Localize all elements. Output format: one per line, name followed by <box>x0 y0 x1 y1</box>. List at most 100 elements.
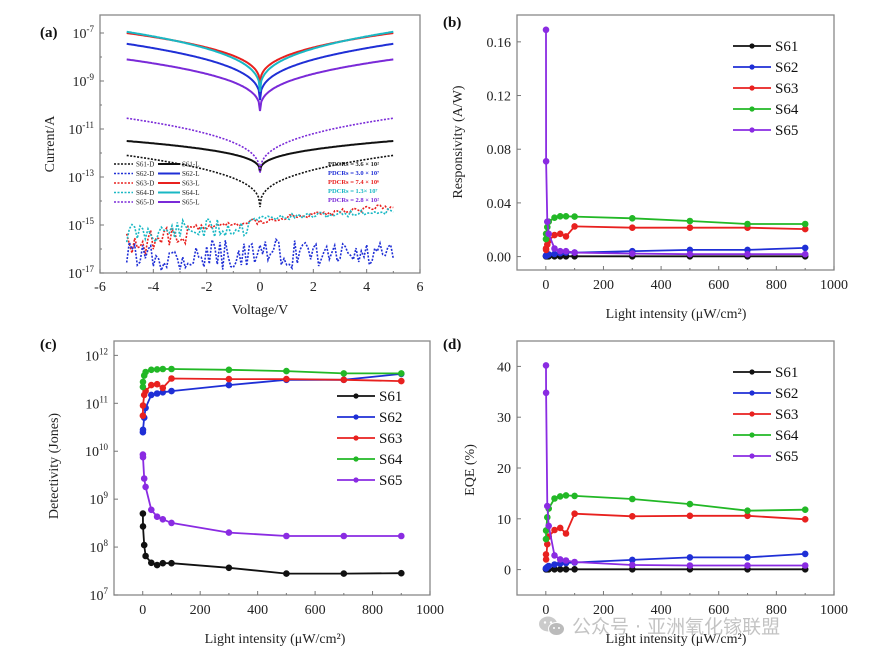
data-point-s65 <box>801 562 809 569</box>
data-point-s61 <box>571 565 578 573</box>
x-tick-label-b: 400 <box>651 278 672 293</box>
y-tick-label-b: 0.12 <box>487 90 512 105</box>
y-tick-label-c: 108 <box>90 538 109 556</box>
data-point-s65 <box>283 532 290 540</box>
y-tick-label-d: 30 <box>497 411 511 426</box>
pdcr-annotation: PDCRs = 1.3× 10⁷ <box>328 188 377 195</box>
legend-marker <box>749 64 755 70</box>
x-tick-label-a: -4 <box>147 280 159 295</box>
series-line-s62 <box>142 373 402 433</box>
data-point-s63 <box>556 230 564 238</box>
data-point-s65 <box>543 218 551 225</box>
legend-label: S61 <box>379 389 402 405</box>
watermark: 公众号 · 亚洲氧化镓联盟 <box>538 612 780 639</box>
plot-area-a <box>125 30 395 274</box>
x-axis-title-d: Light intensity (μW/cm²) <box>606 632 747 647</box>
panel-a-iv-curves: (a) -6 -4 -2 0 2 4 6 10-7 10-9 10-11 10-13 10-15 10-… <box>40 14 424 318</box>
data-point-s63 <box>397 377 405 385</box>
data-point-s64 <box>686 217 694 225</box>
legend-a: S61-D S61-L S62-D S62-L S63-D S63-L S64-D S64-L… <box>114 161 200 207</box>
data-point-s63 <box>542 246 550 254</box>
data-point-s65 <box>571 558 578 566</box>
data-point-s65 <box>542 362 550 369</box>
data-point-s64 <box>562 213 570 220</box>
data-point-s65 <box>556 556 564 563</box>
data-point-s65 <box>744 250 751 258</box>
x-tick-label-c: 1000 <box>416 603 444 618</box>
y-tick-label-d: 20 <box>497 462 511 477</box>
pdcr-annotation: PDCRs = 7.4 × 10⁶ <box>328 179 379 186</box>
series-line-s63-l <box>126 32 394 85</box>
y-tick-label-a: 10-7 <box>73 24 95 42</box>
legend-label: S65 <box>379 473 402 489</box>
data-point-s64 <box>686 500 694 508</box>
x-tick-label-d: 800 <box>766 603 787 618</box>
legend-label: S64 <box>775 102 799 118</box>
data-point-s65 <box>628 250 636 257</box>
series-line-s63 <box>545 225 806 251</box>
panel-label-a: (a) <box>40 25 58 41</box>
data-point-s64 <box>153 366 161 373</box>
data-point-s65 <box>142 483 149 491</box>
x-tick-label-d: 200 <box>593 603 614 618</box>
data-point-s64 <box>801 506 809 514</box>
x-tick-label-a: 6 <box>417 280 424 295</box>
legend-marker <box>353 456 359 462</box>
data-point-s65 <box>686 250 694 258</box>
panel-c-detectivity: (c) 0 200 400 600 800 1000 107 108 109 1010 1011 10… <box>40 337 444 647</box>
data-point-s65 <box>139 453 147 461</box>
legend-label-light: S61-L <box>182 161 200 169</box>
data-point-s63 <box>225 375 233 383</box>
legend-label-light: S64-L <box>182 189 200 197</box>
data-point-s61 <box>153 561 161 569</box>
data-point-s62 <box>148 391 155 399</box>
legend-marker <box>353 435 359 441</box>
data-point-s61 <box>159 559 167 567</box>
series-line-s65-l <box>126 58 394 112</box>
data-point-s64 <box>283 367 290 375</box>
y-tick-label-a: 10-9 <box>73 72 95 90</box>
legend-label: S63 <box>379 431 402 447</box>
plot-area-c <box>139 365 405 577</box>
legend-label-dark: S64-D <box>136 189 154 197</box>
data-point-s65 <box>159 515 167 523</box>
legend-label-dark: S65-D <box>136 199 154 207</box>
plot-frame-b <box>516 14 835 271</box>
data-point-s65 <box>225 529 233 536</box>
y-axis-title-a: Current/A <box>43 115 58 173</box>
data-point-s63 <box>686 512 694 520</box>
data-point-s64 <box>142 368 149 376</box>
data-point-s65 <box>153 513 161 521</box>
legend-marker <box>353 393 359 399</box>
y-tick-label-c: 109 <box>90 490 109 508</box>
data-point-s65 <box>628 561 636 569</box>
x-tick-label-d: 1000 <box>820 603 848 618</box>
axis-ticks-b: 0 200 400 600 800 1000 0.00 0.04 0.08 0.12 0.16 <box>487 36 849 293</box>
data-point-s64 <box>148 366 155 374</box>
legend-d: S61 S62 S63 S64 S65 <box>733 365 799 465</box>
data-point-s61 <box>148 559 155 567</box>
x-tick-label-a: 0 <box>257 280 264 295</box>
x-tick-label-d: 0 <box>542 603 549 618</box>
y-tick-label-c: 1010 <box>85 442 109 460</box>
data-point-s65 <box>340 532 348 540</box>
legend-marker <box>749 85 755 91</box>
data-point-s63 <box>686 224 694 231</box>
y-tick-label-a: 10-15 <box>68 216 94 234</box>
data-point-s64 <box>397 370 405 377</box>
data-point-s65 <box>562 247 570 255</box>
series-line-s61-d <box>126 154 394 208</box>
data-point-s63 <box>168 375 175 382</box>
legend-marker <box>749 43 755 49</box>
y-tick-label-a: 10-11 <box>68 120 94 138</box>
data-point-s64 <box>801 220 809 228</box>
panel-label-d: (d) <box>443 337 461 353</box>
y-tick-label-a: 10-17 <box>68 264 94 282</box>
data-point-s64 <box>562 492 570 499</box>
data-point-s65 <box>542 26 550 34</box>
data-point-s63 <box>159 384 167 392</box>
data-point-s63 <box>628 512 636 520</box>
y-axis-title-b: Responsivity (A/W) <box>451 85 466 198</box>
data-point-s64 <box>556 493 564 500</box>
